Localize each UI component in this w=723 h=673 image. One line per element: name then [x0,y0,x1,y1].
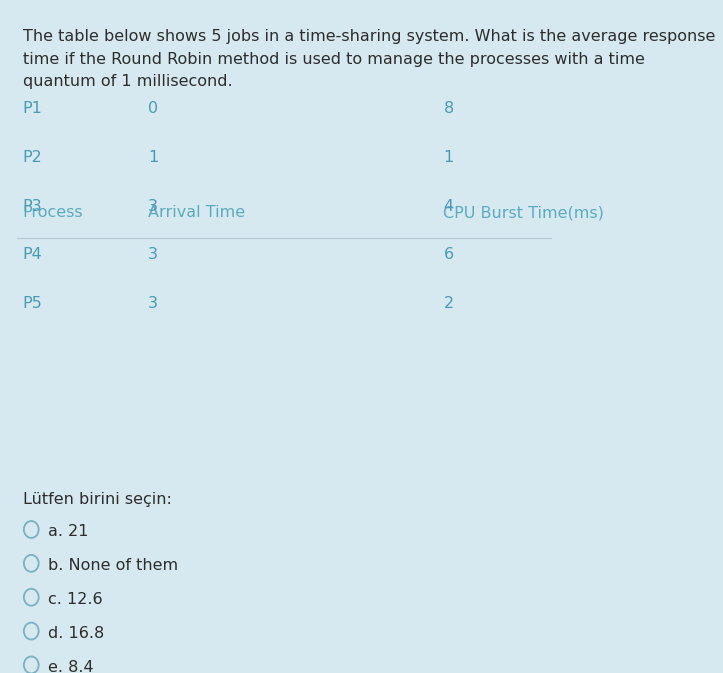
Text: 0: 0 [147,101,158,116]
Text: 1: 1 [147,150,158,165]
Text: 3: 3 [147,199,158,213]
Text: P5: P5 [22,296,43,312]
Text: 1: 1 [443,150,454,165]
Text: P2: P2 [22,150,43,165]
Text: Arrival Time: Arrival Time [147,205,245,220]
Text: d. 16.8: d. 16.8 [48,626,105,641]
Text: CPU Burst Time(ms): CPU Burst Time(ms) [443,205,604,220]
Text: 6: 6 [443,248,453,262]
Text: 2: 2 [443,296,453,312]
Text: Process: Process [22,205,83,220]
Text: 4: 4 [443,199,453,213]
Text: b. None of them: b. None of them [48,558,179,573]
Text: P3: P3 [22,199,43,213]
Text: 3: 3 [147,248,158,262]
Text: 8: 8 [443,101,454,116]
Text: c. 12.6: c. 12.6 [48,592,103,607]
Text: P1: P1 [22,101,43,116]
Text: 3: 3 [147,296,158,312]
Text: e. 8.4: e. 8.4 [48,660,94,673]
Text: The table below shows 5 jobs in a time-sharing system. What is the average respo: The table below shows 5 jobs in a time-s… [22,30,715,89]
Text: Lütfen birini seçin:: Lütfen birini seçin: [22,492,171,507]
Text: a. 21: a. 21 [48,524,89,539]
Text: P4: P4 [22,248,43,262]
